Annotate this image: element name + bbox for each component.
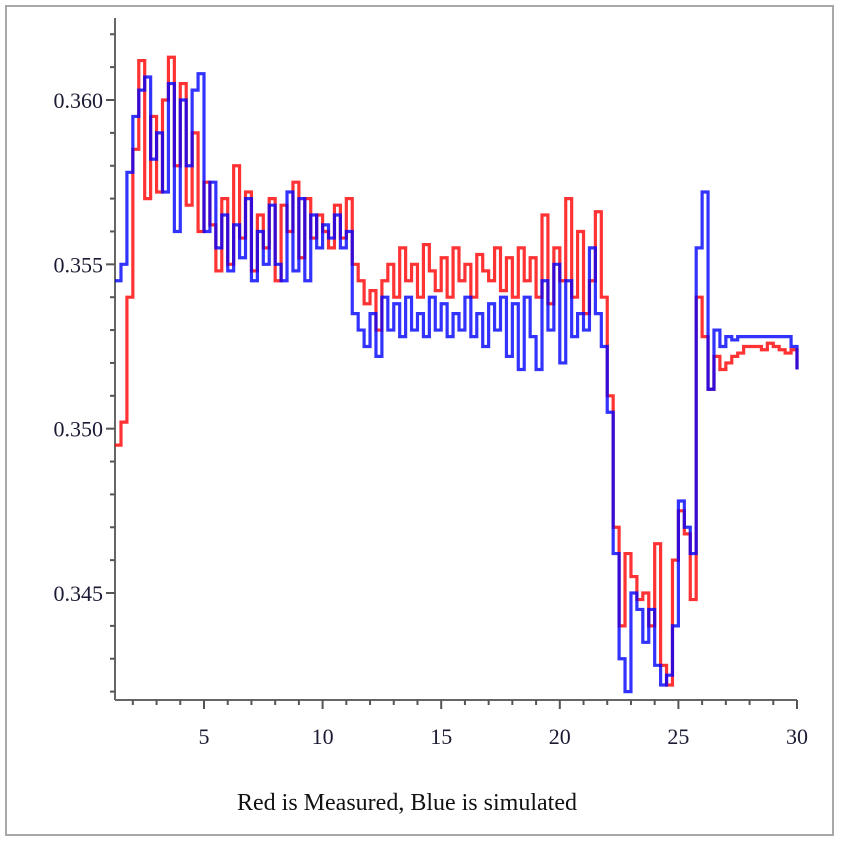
y-tick-label: 0.355 bbox=[54, 252, 104, 277]
x-tick-label: 15 bbox=[430, 724, 452, 749]
axes bbox=[106, 18, 798, 709]
x-tick-label: 10 bbox=[312, 724, 334, 749]
y-tick-label: 0.345 bbox=[54, 581, 104, 606]
x-tick-label: 20 bbox=[549, 724, 571, 749]
x-tick-label: 25 bbox=[667, 724, 689, 749]
x-axis-caption: Red is Measured, Blue is simulated bbox=[237, 790, 577, 816]
x-tick-label: 30 bbox=[786, 724, 808, 749]
series-group bbox=[115, 55, 799, 694]
y-tick-label: 0.350 bbox=[54, 417, 104, 442]
series-line-simulated bbox=[115, 72, 799, 694]
x-tick-label: 5 bbox=[199, 724, 210, 749]
tick-labels: 0.345 0.350 0.355 0.360 5 10 15 20 25 30 bbox=[54, 88, 809, 749]
y-tick-label: 0.360 bbox=[54, 88, 104, 113]
